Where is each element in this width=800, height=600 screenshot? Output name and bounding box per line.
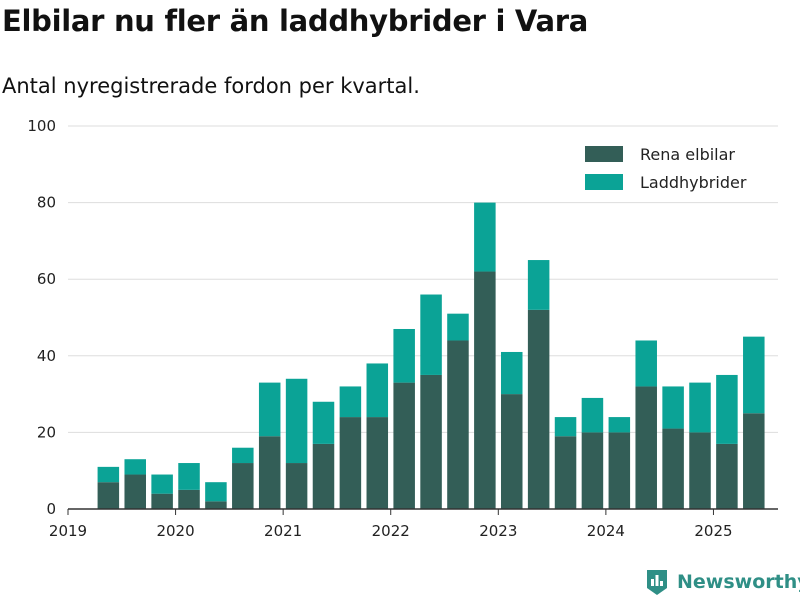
bar-rena-elbilar (608, 432, 631, 509)
bar-laddhybrider (205, 482, 227, 502)
y-tick-label: 60 (37, 270, 56, 288)
bar-laddhybrider (474, 202, 496, 272)
bar-rena-elbilar (474, 271, 496, 509)
x-tick-label: 2019 (49, 522, 87, 540)
y-tick-label: 80 (37, 194, 56, 212)
bar-rena-elbilar (124, 474, 146, 509)
bar-rena-elbilar (393, 382, 415, 509)
bar-laddhybrider (689, 382, 711, 433)
bar-rena-elbilar (339, 417, 362, 509)
x-tick-label: 2024 (587, 522, 625, 540)
legend: Rena elbilar Laddhybrider (585, 145, 747, 192)
bar-laddhybrider (447, 313, 469, 341)
bar-laddhybrider (339, 386, 362, 418)
bar-rena-elbilar (178, 489, 200, 509)
y-tick-label: 20 (37, 423, 56, 441)
bar-laddhybrider (500, 351, 523, 395)
x-tick-label: 2020 (156, 522, 194, 540)
bar-laddhybrider (151, 474, 173, 494)
bar-laddhybrider (581, 397, 604, 433)
bar-rena-elbilar (205, 501, 227, 509)
bar-rena-elbilar (366, 417, 389, 509)
legend-swatch-laddhybrider (585, 174, 623, 190)
y-tick-label: 100 (27, 117, 56, 135)
bar-laddhybrider (716, 374, 738, 444)
x-tick-label: 2023 (479, 522, 517, 540)
bar-laddhybrider (635, 340, 657, 387)
bar-laddhybrider (366, 363, 389, 418)
x-tick-label: 2021 (264, 522, 302, 540)
bar-rena-elbilar (581, 432, 604, 509)
bar-rena-elbilar (635, 386, 657, 509)
y-tick-label: 0 (46, 500, 56, 518)
bar-rena-elbilar (447, 340, 469, 509)
x-tick-label: 2022 (372, 522, 410, 540)
y-tick-label: 40 (37, 347, 56, 365)
legend-swatch-rena-elbilar (585, 146, 623, 162)
x-tick-label: 2025 (694, 522, 732, 540)
bar-laddhybrider (178, 463, 200, 490)
axes: 0 20 40 60 80 100 2019 2020 2021 2022 2023 2024 2025 (27, 117, 778, 540)
bar-laddhybrider (393, 328, 415, 383)
bar-laddhybrider (554, 417, 577, 437)
bar-rena-elbilar (151, 493, 173, 509)
legend-label-rena-elbilar: Rena elbilar (640, 145, 735, 164)
bar-laddhybrider (97, 466, 120, 483)
newsworthy-logo-icon (647, 570, 667, 595)
bar-rena-elbilar (232, 463, 254, 509)
bar-rena-elbilar (285, 463, 308, 509)
bar-rena-elbilar (312, 443, 335, 509)
bar-rena-elbilar (258, 436, 281, 509)
bar-rena-elbilar (420, 374, 442, 509)
bar-laddhybrider (258, 382, 281, 437)
bar-rena-elbilar (716, 443, 738, 509)
bar-laddhybrider (420, 294, 442, 375)
bars (97, 202, 765, 509)
bar-laddhybrider (608, 417, 631, 433)
bar-rena-elbilar (662, 428, 684, 509)
bar-laddhybrider (662, 386, 684, 429)
brand-logo: Newsworthy (645, 568, 800, 596)
bar-laddhybrider (124, 459, 146, 475)
bar-rena-elbilar (554, 436, 577, 509)
bar-laddhybrider (232, 447, 254, 464)
chart-title: Elbilar nu fler än laddhybrider i Vara (2, 4, 589, 38)
bar-rena-elbilar (500, 394, 523, 509)
bar-rena-elbilar (527, 309, 550, 509)
bar-laddhybrider (743, 336, 765, 414)
bar-rena-elbilar (97, 482, 120, 509)
legend-label-laddhybrider: Laddhybrider (640, 173, 747, 192)
bar-laddhybrider (527, 260, 550, 310)
chart-subtitle: Antal nyregistrerade fordon per kvartal. (2, 74, 420, 98)
bar-rena-elbilar (743, 413, 765, 509)
brand-name: Newsworthy (677, 571, 800, 593)
bar-rena-elbilar (689, 432, 711, 509)
bar-laddhybrider (312, 401, 335, 444)
bar-laddhybrider (285, 378, 308, 464)
